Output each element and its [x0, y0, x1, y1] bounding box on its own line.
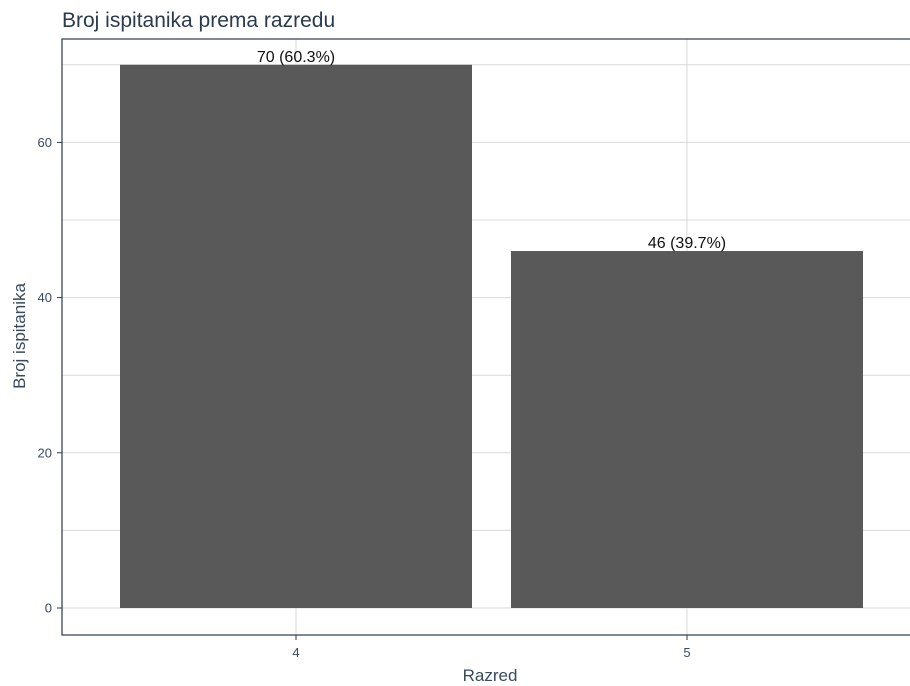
- y-tick-label: 0: [45, 601, 52, 616]
- y-axis-title: Broj ispitanika: [10, 283, 29, 389]
- bar-5: [511, 251, 863, 609]
- x-tick-label: 5: [683, 645, 690, 660]
- y-tick-label: 40: [38, 290, 52, 305]
- bars: [120, 64, 863, 609]
- x-axis-title: Razred: [463, 666, 518, 685]
- plot-panel-border: [61, 38, 910, 636]
- y-tick-label: 60: [38, 135, 52, 150]
- bar-4: [120, 64, 472, 609]
- data-label: 70 (60.3%): [257, 49, 335, 66]
- axis-ticks: 0 20 40 60 4 5: [38, 135, 691, 660]
- x-tick-label: 4: [292, 645, 299, 660]
- y-tick-label: 20: [38, 445, 52, 460]
- data-labels: 70 (60.3%) 46 (39.7%): [257, 49, 726, 252]
- data-label: 46 (39.7%): [648, 235, 726, 252]
- chart-title: Broj ispitanika prema razredu: [62, 9, 335, 32]
